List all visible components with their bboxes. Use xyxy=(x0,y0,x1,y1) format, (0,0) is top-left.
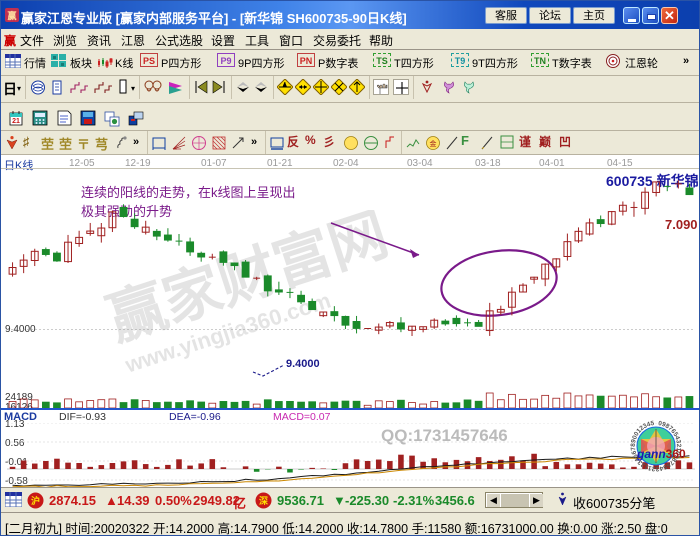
svg-text:深: 深 xyxy=(259,495,268,506)
svg-text:21: 21 xyxy=(12,118,20,125)
svg-text:金: 金 xyxy=(430,139,437,148)
svg-text:赢: 赢 xyxy=(7,10,16,21)
svg-text:沪: 沪 xyxy=(31,495,40,506)
